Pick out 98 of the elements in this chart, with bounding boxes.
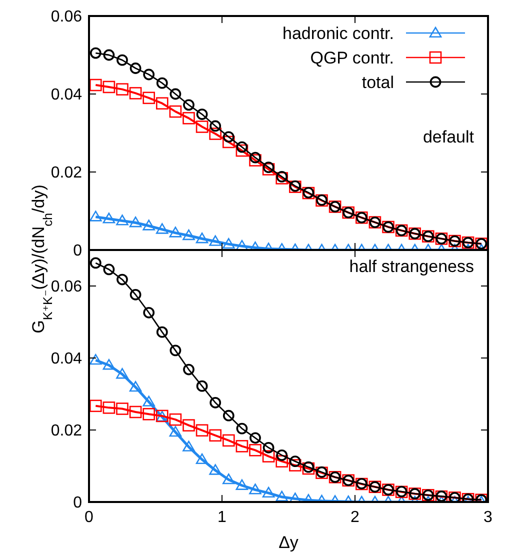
point (183, 364, 194, 376)
point (209, 429, 222, 442)
point (90, 78, 102, 92)
annotation: default (422, 127, 474, 146)
point (170, 88, 182, 100)
legend-label: QGP contr. (310, 48, 394, 68)
point (169, 226, 182, 238)
point (222, 131, 234, 143)
point (102, 402, 116, 414)
point (102, 359, 116, 370)
y-tick-label: 0.02 (50, 164, 82, 182)
point (130, 288, 142, 300)
point (249, 444, 262, 456)
point (222, 410, 234, 422)
point (90, 47, 102, 59)
point (249, 484, 262, 494)
legend-label: hadronic contr. (282, 24, 394, 43)
point (196, 120, 208, 133)
point (90, 354, 102, 365)
point (103, 264, 115, 276)
y-tick-label: 0.04 (50, 86, 82, 104)
point (129, 381, 142, 392)
x-tick-label: 1 (218, 509, 227, 526)
x-axis-title: Δy (278, 533, 299, 552)
point (222, 474, 235, 484)
x-tick-label: 3 (484, 509, 493, 526)
point (210, 120, 222, 132)
point (196, 108, 208, 120)
point (249, 154, 262, 166)
point (130, 62, 142, 74)
point (262, 486, 275, 498)
y-tick-label: 0.04 (50, 350, 82, 368)
point (129, 406, 142, 418)
point (116, 83, 128, 96)
point (143, 68, 155, 80)
point (116, 402, 128, 415)
point (156, 77, 168, 89)
point (156, 97, 168, 110)
point (169, 413, 182, 426)
point (142, 408, 155, 420)
point (276, 455, 288, 468)
point (169, 426, 182, 437)
point (289, 459, 302, 472)
y-tick-label: 0.06 (50, 8, 82, 26)
point (183, 99, 194, 111)
point (143, 306, 155, 318)
x-tick-label: 0 (84, 509, 94, 526)
point (210, 396, 222, 408)
point (209, 128, 222, 140)
y-tick-label: 0.02 (50, 422, 82, 440)
point (103, 49, 115, 61)
point (116, 214, 128, 226)
point (116, 54, 128, 66)
x-tick-label: 2 (350, 509, 360, 526)
point (156, 223, 168, 234)
point (236, 479, 248, 490)
point (156, 326, 168, 338)
point (182, 419, 195, 432)
point (90, 210, 102, 222)
point (142, 92, 155, 104)
point (90, 257, 102, 269)
point (90, 400, 102, 412)
point (129, 216, 142, 228)
point (182, 440, 195, 452)
point (250, 152, 261, 164)
legend-label: total (362, 73, 394, 92)
point (209, 235, 222, 246)
point (222, 136, 235, 148)
point (222, 434, 235, 447)
point (142, 396, 155, 406)
point (250, 432, 261, 444)
y-tick-label: 0 (73, 242, 82, 260)
point (169, 105, 182, 118)
point (236, 144, 248, 157)
point (236, 440, 248, 452)
point (262, 442, 274, 454)
annotation: half strangeness (349, 257, 474, 276)
point (289, 456, 301, 468)
point (209, 464, 222, 475)
point (196, 424, 208, 437)
y-tick-label: 0 (73, 494, 82, 512)
point (102, 80, 116, 94)
point (102, 212, 116, 224)
point (116, 274, 128, 286)
point (196, 453, 208, 464)
point (262, 450, 275, 462)
point (142, 220, 155, 230)
point (182, 229, 195, 240)
point (170, 344, 182, 356)
point (236, 141, 248, 153)
point (276, 450, 288, 461)
point (196, 380, 208, 392)
point (182, 112, 195, 124)
point (116, 368, 128, 379)
point (196, 232, 208, 244)
point (129, 87, 142, 100)
point (276, 490, 288, 502)
point (236, 422, 248, 434)
